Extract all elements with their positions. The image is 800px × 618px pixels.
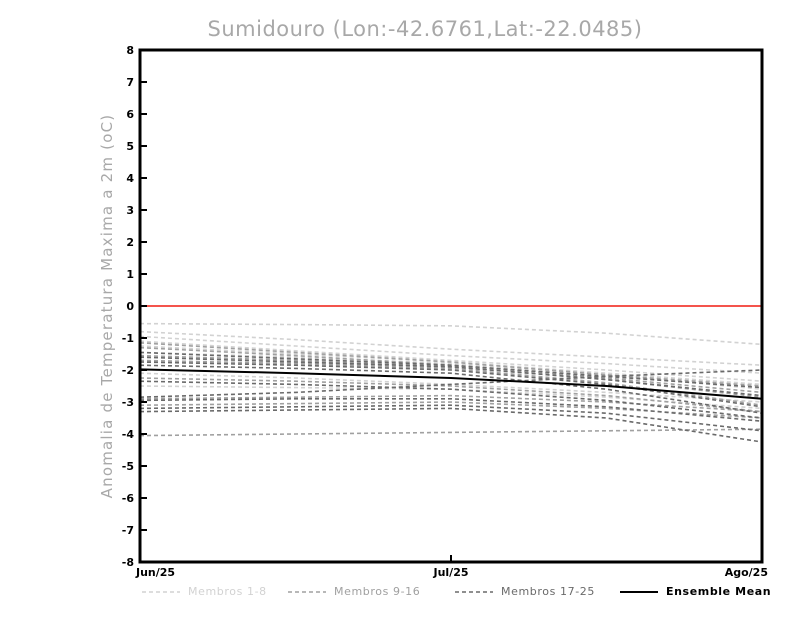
y-axis-ticks: 8 7 6 5 4 3 2 1 0 -1 -2 -3 -4 -5 -6 -7 -8 — [122, 44, 147, 569]
y-tick-label: -3 — [122, 396, 134, 409]
legend-label: Ensemble Mean — [666, 585, 771, 598]
member-line — [139, 377, 763, 413]
legend-label: Membros 9-16 — [334, 585, 420, 598]
y-axis-label: Anomalia de Temperatura Maxima a 2m (oC) — [98, 114, 116, 499]
member-line — [139, 364, 763, 414]
member-line — [139, 369, 763, 398]
x-axis-ticks: Jun/25 Jul/25 Ago/25 — [135, 555, 768, 579]
series-lines — [139, 322, 763, 443]
y-tick-label: 8 — [126, 44, 134, 57]
y-tick-label: -5 — [122, 460, 134, 473]
member-line — [139, 335, 763, 374]
y-tick-label: -4 — [122, 428, 135, 441]
member-line — [139, 361, 763, 408]
legend-label: Membros 1-8 — [188, 585, 267, 598]
plot-frame — [138, 48, 764, 564]
x-tick-label: Ago/25 — [725, 566, 768, 579]
y-tick-label: 6 — [126, 108, 134, 121]
y-tick-label: -2 — [122, 364, 134, 377]
y-tick-label: -7 — [122, 524, 134, 537]
y-tick-label: -1 — [122, 332, 134, 345]
chart-legend: Membros 1-8 Membros 9-16 Membros 17-25 Ense… — [142, 585, 771, 598]
member-line — [139, 397, 763, 422]
member-line — [139, 407, 763, 443]
y-tick-label: -6 — [122, 492, 135, 505]
y-tick-label: -8 — [122, 556, 134, 569]
member-line — [139, 380, 763, 419]
member-line — [139, 356, 763, 397]
member-line — [139, 404, 763, 432]
y-tick-label: 1 — [126, 268, 134, 281]
member-line — [139, 428, 763, 437]
chart-title: Sumidouro (Lon:-42.6761,Lat:-22.0485) — [208, 17, 643, 41]
y-tick-label: 0 — [126, 300, 134, 313]
member-line — [139, 330, 763, 366]
member-line — [139, 322, 763, 346]
member-line — [139, 351, 763, 389]
y-tick-label: 7 — [126, 76, 134, 89]
x-tick-label: Jun/25 — [135, 566, 175, 579]
y-tick-label: 2 — [126, 236, 134, 249]
y-tick-label: 5 — [126, 140, 134, 153]
y-tick-label: 3 — [126, 204, 134, 217]
x-tick-label: Jul/25 — [432, 566, 468, 579]
member-line — [139, 342, 763, 387]
member-line — [139, 394, 763, 413]
ensemble-mean-line — [139, 368, 763, 400]
legend-label: Membros 17-25 — [501, 585, 595, 598]
y-tick-label: 4 — [126, 172, 134, 185]
